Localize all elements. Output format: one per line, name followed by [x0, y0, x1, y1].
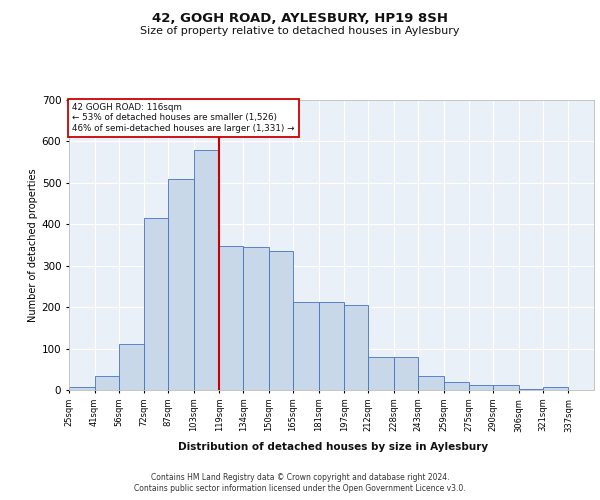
Bar — [69, 387, 95, 390]
Bar — [168, 178, 194, 390]
Bar — [543, 387, 568, 390]
Bar — [368, 357, 394, 390]
Bar — [119, 344, 144, 390]
Bar — [144, 218, 168, 390]
Text: Distribution of detached houses by size in Aylesbury: Distribution of detached houses by size … — [178, 442, 488, 452]
Bar — [244, 247, 269, 390]
Bar — [493, 385, 519, 390]
Bar — [519, 389, 543, 390]
Text: 42 GOGH ROAD: 116sqm
← 53% of detached houses are smaller (1,526)
46% of semi-de: 42 GOGH ROAD: 116sqm ← 53% of detached h… — [72, 103, 295, 132]
Text: Size of property relative to detached houses in Aylesbury: Size of property relative to detached ho… — [140, 26, 460, 36]
Bar — [443, 382, 469, 390]
Bar — [95, 376, 119, 390]
Bar — [319, 302, 344, 390]
Bar — [194, 150, 220, 390]
Bar — [293, 302, 319, 390]
Bar — [394, 357, 418, 390]
Bar — [418, 376, 443, 390]
Bar — [220, 246, 244, 390]
Text: Contains HM Land Registry data © Crown copyright and database right 2024.
Contai: Contains HM Land Registry data © Crown c… — [134, 472, 466, 494]
Bar — [269, 251, 293, 390]
Bar — [344, 305, 368, 390]
Bar — [469, 385, 493, 390]
Y-axis label: Number of detached properties: Number of detached properties — [28, 168, 38, 322]
Text: 42, GOGH ROAD, AYLESBURY, HP19 8SH: 42, GOGH ROAD, AYLESBURY, HP19 8SH — [152, 12, 448, 26]
